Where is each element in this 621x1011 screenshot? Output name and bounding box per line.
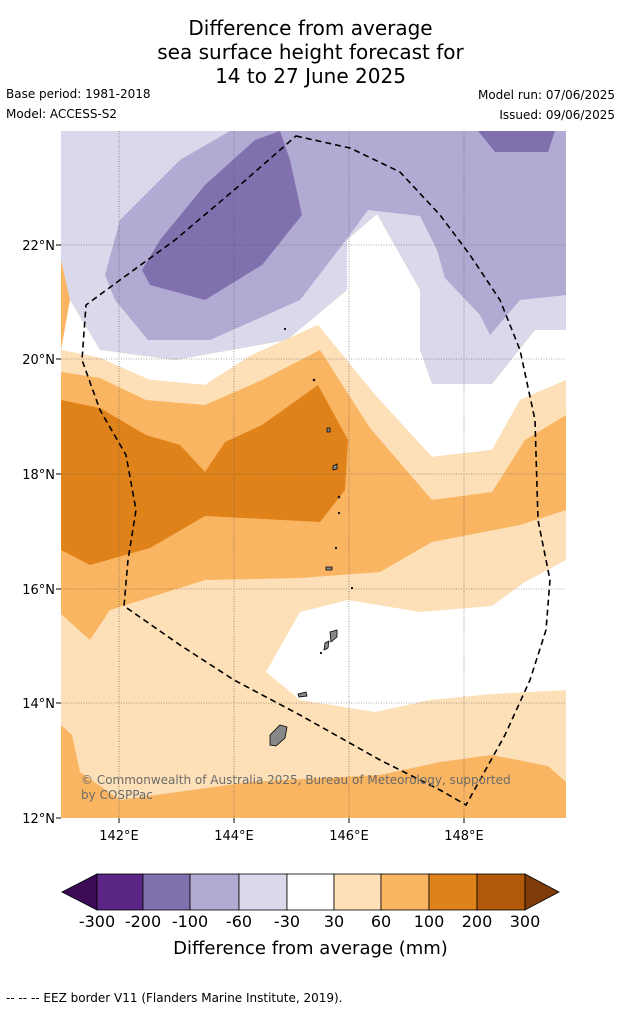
- copyright-note: © Commonwealth of Australia 2025, Bureau…: [81, 773, 511, 803]
- colorbar-tick: -100: [171, 912, 209, 931]
- colorbar-tick: -200: [124, 912, 162, 931]
- colorbar-bin: [380, 873, 430, 911]
- colorbar-tick: -300: [78, 912, 116, 931]
- colorbar-tick: 200: [461, 912, 493, 931]
- lat-label-18: 18°N: [22, 468, 55, 483]
- colorbar-tick: -60: [225, 912, 253, 931]
- axis-ticks: [56, 244, 465, 823]
- colorbar-bin: [476, 873, 526, 911]
- lat-label-20: 20°N: [22, 353, 55, 368]
- model-run-label: Model run: 07/06/2025: [477, 88, 615, 102]
- lon-labels: 142°E 144°E 146°E 148°E: [99, 829, 484, 844]
- lat-label-14: 14°N: [22, 697, 55, 712]
- colorbar-tick: 300: [509, 912, 541, 931]
- island-guam: [269, 724, 288, 747]
- colorbar-tick: 100: [413, 912, 445, 931]
- lon-label-148: 148°E: [444, 829, 484, 844]
- colorbar-tick: 30: [323, 912, 345, 931]
- lat-label-12: 12°N: [22, 812, 55, 827]
- eez-border: [81, 135, 551, 807]
- island-tinian: [323, 640, 330, 651]
- island-saipan: [329, 629, 338, 643]
- map-contours: [61, 131, 566, 818]
- lat-label-16: 16°N: [22, 583, 55, 598]
- colorbar-tick: 60: [370, 912, 392, 931]
- title-line-2: sea surface height forecast for: [157, 40, 464, 64]
- colorbar-bin: [286, 873, 335, 911]
- lat-labels: 22°N 20°N 18°N 16°N 14°N 12°N: [22, 239, 55, 827]
- colorbar: [61, 873, 560, 911]
- model-label: Model: ACCESS-S2: [6, 107, 118, 121]
- colorbar-bin: [189, 873, 240, 911]
- island-north-3: [325, 566, 333, 571]
- island-north-1: [326, 427, 331, 433]
- islands: [269, 327, 354, 747]
- colorbar-bin: [333, 873, 382, 911]
- colorbar-bin: [96, 873, 144, 911]
- lat-label-22: 22°N: [22, 239, 55, 254]
- eez-legend-note: -- -- -- EEZ border V11 (Flanders Marine…: [6, 991, 343, 1005]
- colorbar-max-extension: [524, 873, 560, 911]
- graticule: [61, 131, 566, 818]
- colorbar-bin: [238, 873, 288, 911]
- contour-neg100-neg200-west: [142, 131, 302, 300]
- island-rota: [297, 691, 308, 698]
- contour-30-60-north: [61, 325, 566, 500]
- contour-neg30-30-north: [61, 214, 566, 457]
- lon-label-142: 142°E: [99, 829, 139, 844]
- island-north-2: [332, 463, 338, 471]
- colorbar-min-extension: [61, 873, 98, 911]
- colorbar-bin: [428, 873, 478, 911]
- copyright-line-1: © Commonwealth of Australia 2025, Bureau…: [81, 773, 511, 787]
- colorbar-tick: -30: [273, 912, 301, 931]
- title-line-3: 14 to 27 June 2025: [215, 64, 406, 88]
- colorbar-bin: [142, 873, 191, 911]
- contour-60-100-south: [61, 725, 566, 818]
- chart-title: Difference from average sea surface heig…: [0, 16, 621, 88]
- base-period-label: Base period: 1981-2018: [6, 87, 151, 101]
- title-line-1: Difference from average: [188, 16, 433, 40]
- copyright-line-2: by COSPPac: [81, 788, 153, 802]
- contour-neg30-30-south: [266, 560, 566, 712]
- issued-label: Issued: 09/06/2025: [499, 108, 615, 122]
- contour-neg100-neg200-east: [478, 131, 555, 152]
- contour-100-200: [61, 385, 348, 565]
- colorbar-label: Difference from average (mm): [173, 938, 448, 959]
- lon-label-144: 144°E: [214, 829, 254, 844]
- lon-label-146: 146°E: [329, 829, 369, 844]
